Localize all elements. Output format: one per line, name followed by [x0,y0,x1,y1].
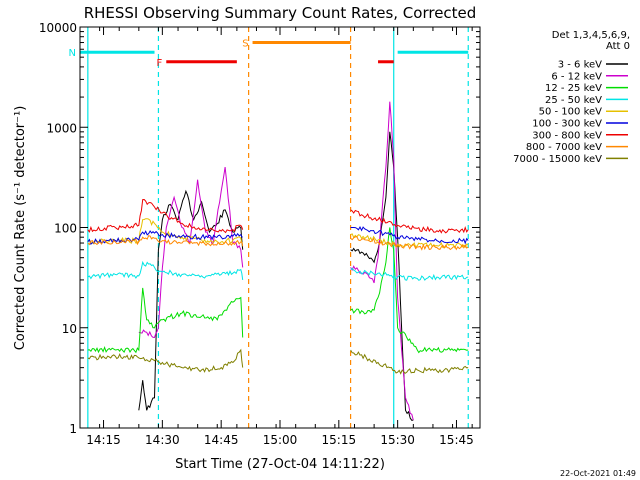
y-tick-label-1: 10 [62,322,77,336]
y-tick-label-2: 100 [54,222,77,236]
series-line-7 [87,235,469,251]
y-tick-label-4: 10000 [39,21,77,35]
y-axis-label: Corrected Count Rate (s⁻¹ detector⁻¹) [13,106,28,351]
legend-entry-label-3: 25 - 50 keV [545,95,602,106]
chart-title: RHESSI Observing Summary Count Rates, Co… [84,4,477,22]
legend-entry-label-0: 3 - 6 keV [558,60,602,71]
series-line-6 [87,198,469,234]
legend-entry-label-6: 300 - 800 keV [532,130,602,141]
y-tick-label-0: 1 [69,422,77,436]
legend-entry-label-8: 7000 - 15000 keV [513,154,602,165]
x-tick-label-0: 14:15 [86,433,121,447]
plot-area: N F S [69,26,481,429]
marker-label-s: S [242,39,248,50]
legend-header-0: Det 1,3,4,5,6,9, [552,30,630,41]
legend-entry-label-7: 800 - 7000 keV [526,142,602,153]
x-axis: 14:15 14:30 14:45 15:00 15:15 15:30 15:45 [79,27,474,447]
y-axis: 1 10 100 1000 10000 [39,21,480,436]
x-tick-label-1: 14:30 [145,433,180,447]
x-tick-label-6: 15:45 [439,433,474,447]
series-line-3 [87,260,469,281]
x-tick-label-4: 15:15 [322,433,357,447]
series-line-2 [87,227,469,354]
legend-header-1: Att 0 [606,41,630,52]
x-tick-label-2: 14:45 [204,433,239,447]
footer-date: 22-Oct-2021 01:49 [560,469,636,478]
legend-entry-label-2: 12 - 25 keV [545,83,602,94]
series-line-8 [87,348,469,375]
y-tick-label-3: 1000 [46,121,77,135]
marker-label-f: F [157,58,163,69]
x-tick-label-3: 15:00 [263,433,298,447]
x-tick-label-5: 15:30 [380,433,415,447]
legend-entry-label-4: 50 - 100 keV [539,107,603,118]
legend-entry-label-1: 6 - 12 keV [551,71,602,82]
marker-label-n: N [69,48,76,59]
legend-entry-label-5: 100 - 300 keV [532,119,602,130]
series-line-0 [138,131,414,421]
x-axis-label: Start Time (27-Oct-04 14:11:22) [175,457,385,472]
series-line-5 [87,226,469,245]
